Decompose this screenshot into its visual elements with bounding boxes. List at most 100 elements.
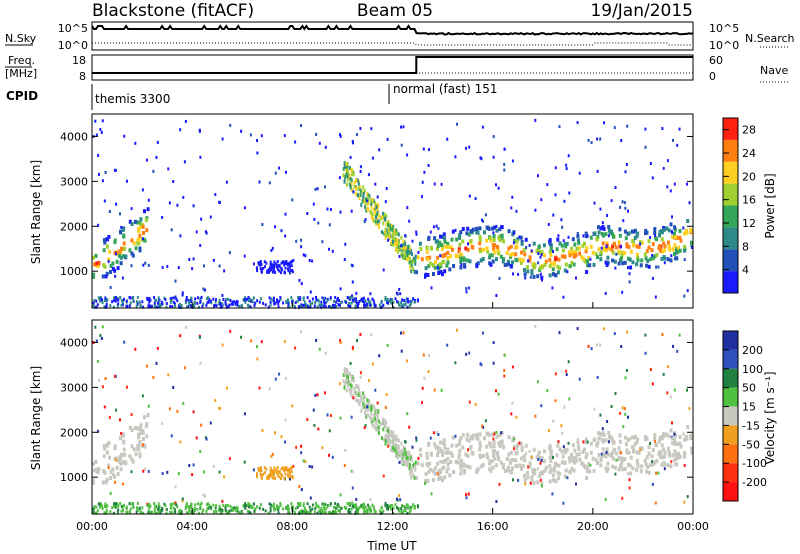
power-pixel [104, 296, 107, 300]
velocity-pixel [308, 505, 311, 509]
power-pixel [671, 235, 675, 240]
velocity-pixel [498, 482, 501, 486]
power-pixel [230, 302, 233, 306]
power-pixel [475, 226, 479, 231]
power-pixel [348, 173, 351, 178]
velocity-pixel [394, 503, 397, 507]
velocity-pixel [343, 464, 346, 467]
power-pixel [690, 240, 693, 245]
power-pixel [605, 245, 608, 248]
power-pixel [380, 299, 383, 303]
velocity-pixel [371, 418, 374, 423]
power-pixel [270, 268, 273, 272]
power-pixel [686, 289, 689, 293]
velocity-pixel [272, 472, 275, 476]
power-pixel [523, 272, 527, 277]
velocity-pixel [678, 435, 682, 439]
velocity-pixel [410, 475, 413, 480]
velocity-pixel [636, 461, 640, 466]
power-pixel [347, 304, 350, 307]
velocity-colorbar-swatch [723, 406, 738, 426]
power-pixel [349, 155, 352, 159]
velocity-pixel [363, 509, 365, 513]
velocity-pixel [450, 443, 454, 448]
power-pixel [567, 154, 570, 158]
velocity-pixel [519, 466, 523, 471]
velocity-pixel [426, 463, 430, 468]
velocity-pixel [387, 505, 390, 509]
power-pixel [526, 269, 530, 274]
velocity-pixel [390, 430, 393, 434]
power-pixel [273, 296, 275, 300]
power-pixel [384, 298, 387, 302]
power-pixel [405, 257, 408, 262]
velocity-pixel [501, 465, 505, 470]
cpid-row: CPID themis 3300 normal (fast) 151 [6, 82, 497, 110]
power-pixel [563, 268, 567, 273]
velocity-pixel [94, 459, 98, 464]
velocity-pixel [235, 505, 238, 509]
power-pixel [456, 254, 460, 259]
velocity-pixel [627, 437, 631, 442]
power-pixel [599, 137, 602, 141]
velocity-pixel [528, 464, 532, 469]
power-pixel [400, 143, 403, 147]
power-pixel [635, 252, 639, 257]
power-pixel [378, 303, 381, 307]
power-pixel [199, 155, 202, 159]
velocity-pixel [414, 464, 417, 469]
power-pixel [627, 244, 631, 249]
velocity-pixel [446, 343, 449, 347]
velocity-pixel [324, 511, 327, 515]
power-pixel [646, 258, 650, 263]
power-pixel [355, 300, 358, 304]
velocity-pixel [676, 455, 680, 460]
power-pixel [611, 232, 614, 237]
velocity-pixel [373, 507, 376, 511]
power-pixel [401, 253, 404, 258]
velocity-pixel [610, 405, 613, 409]
power-pixel [415, 232, 418, 236]
power-pixel [366, 305, 369, 308]
power-pixel [104, 299, 106, 302]
power-pixel [349, 176, 352, 181]
velocity-colorbar-swatch [723, 387, 738, 407]
power-pixel [95, 261, 99, 266]
velocity-pixel [273, 502, 275, 506]
power-pixel [363, 198, 366, 203]
velocity-pixel [396, 506, 398, 510]
power-pixel [121, 254, 125, 258]
power-pixel [353, 299, 356, 303]
velocity-pixel [392, 445, 394, 450]
power-pixel [538, 265, 542, 270]
power-pixel [446, 250, 450, 255]
velocity-pixel [274, 431, 276, 435]
power-pixel [366, 199, 369, 203]
power-pixel [349, 166, 351, 171]
power-pixel [169, 300, 172, 304]
velocity-pixel [212, 464, 215, 468]
power-pixel [155, 305, 158, 309]
power-pixel [578, 251, 582, 256]
power-pixel [308, 259, 311, 262]
velocity-pixel [335, 511, 338, 515]
power-pixel [589, 244, 593, 249]
power-pixel [673, 243, 677, 248]
power-pixel [492, 231, 495, 235]
velocity-pixel [316, 393, 319, 397]
power-pixel [111, 266, 115, 271]
velocity-pixel [303, 506, 306, 510]
power-pixel [181, 293, 184, 297]
velocity-pixel [395, 454, 398, 458]
velocity-pixel [457, 453, 461, 458]
velocity-pixel [298, 484, 301, 488]
power-pixel [630, 229, 634, 234]
velocity-pixel [536, 480, 540, 485]
velocity-pixel [413, 506, 416, 510]
power-pixel [554, 193, 557, 197]
velocity-pixel [497, 441, 501, 446]
power-pixel [537, 261, 540, 265]
velocity-pixel [193, 509, 196, 512]
power-pixel [511, 232, 515, 237]
power-pixel [123, 134, 126, 138]
